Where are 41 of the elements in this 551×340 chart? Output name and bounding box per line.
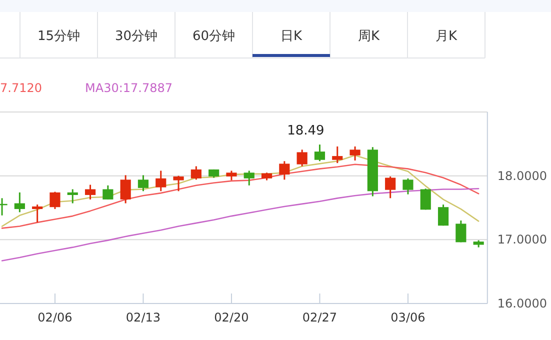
text: MA30:17.7887: [85, 81, 172, 95]
text: 30分钟: [114, 29, 158, 44]
x-tick-label: 02/13: [126, 310, 161, 324]
x-tick-label: 02/27: [302, 310, 338, 324]
candlestick: [84, 184, 96, 200]
candlestick: [279, 160, 290, 180]
candlestick: [173, 175, 184, 192]
candlestick: [226, 170, 237, 182]
candlestick: [120, 174, 131, 204]
y-tick-label: 18.0000: [497, 168, 547, 183]
y-tick-label: 16.0000: [497, 296, 547, 310]
candlestick: [138, 174, 149, 192]
candlestick: [244, 170, 254, 186]
y-tick-label: 17.0000: [497, 232, 547, 247]
annotation: 18.49: [287, 124, 324, 139]
candlestick: [402, 178, 414, 196]
candlestick: [50, 191, 60, 210]
candlestick: [67, 188, 78, 204]
candlestick: [102, 184, 114, 200]
candlestick: [190, 166, 202, 180]
text: 周K: [358, 29, 380, 44]
candlestick: [332, 146, 343, 164]
candlestick: [385, 176, 396, 199]
candlestick: [14, 192, 25, 213]
candlestick: [296, 148, 308, 168]
candlestick: [156, 170, 166, 192]
candlestick: [438, 204, 449, 226]
text: 15分钟: [37, 29, 80, 44]
x-tick-label: 02/06: [38, 310, 72, 324]
x-tick-label: 02/20: [214, 310, 249, 324]
candlestick: [350, 146, 360, 162]
text: 7.7120: [0, 81, 42, 95]
text: 60分钟: [192, 29, 236, 44]
text: 月K: [435, 29, 458, 44]
x-tick-label: 03/06: [390, 310, 426, 324]
line-series: [1, 188, 480, 262]
candlestick: [420, 188, 431, 210]
candlestick: [32, 204, 43, 224]
candlestick: [314, 144, 326, 162]
text: 日K: [280, 29, 302, 44]
candlestick: [456, 220, 466, 243]
